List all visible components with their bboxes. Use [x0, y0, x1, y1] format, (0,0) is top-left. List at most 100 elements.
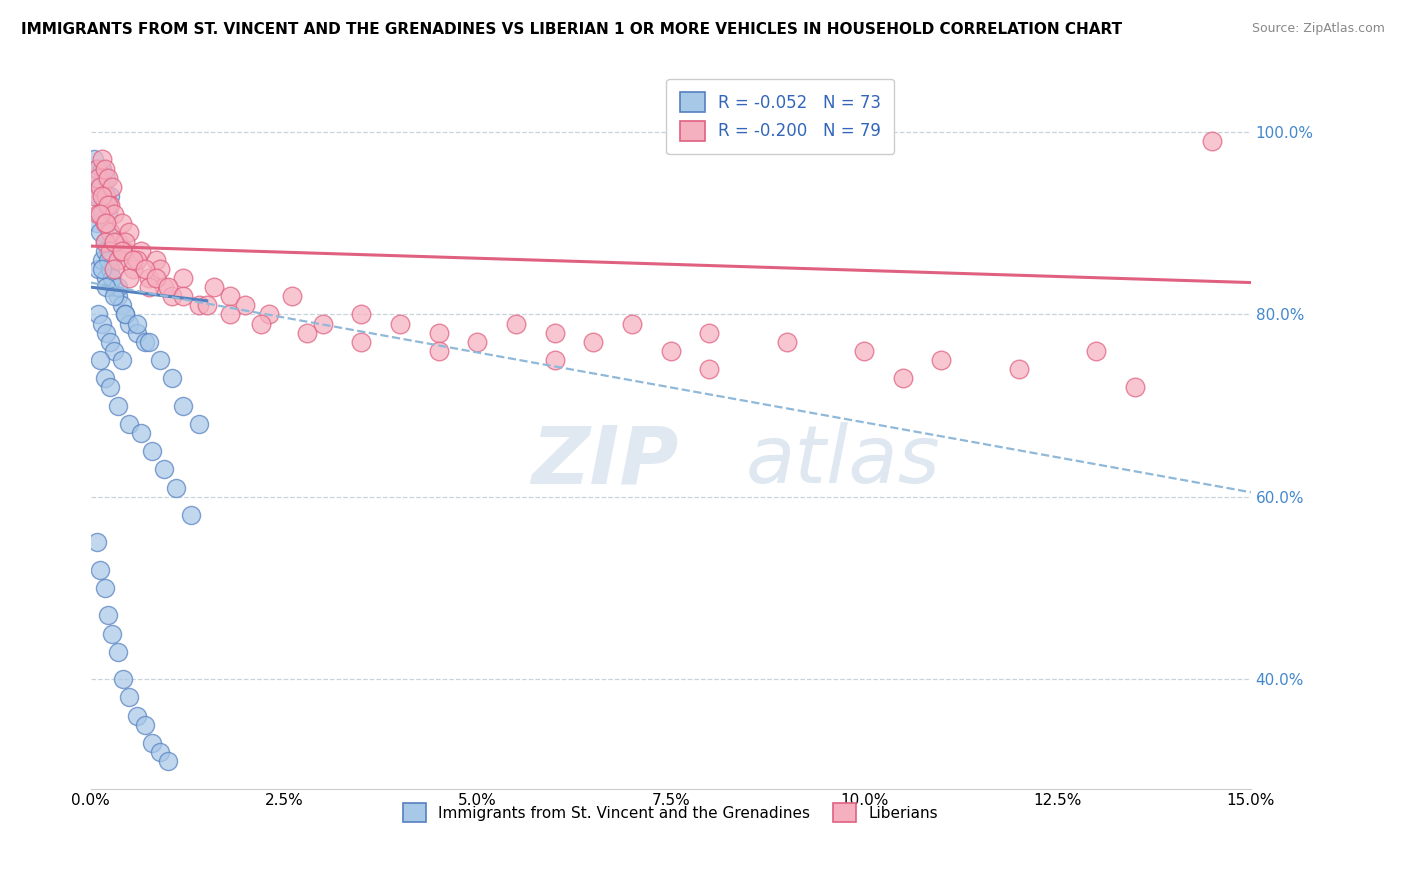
Point: [110, 353, 132, 368]
Point: [101, 271, 124, 285]
Point: [94, 170, 117, 185]
Point: [89, 226, 111, 240]
Point: [122, 261, 145, 276]
Point: [180, 508, 202, 522]
Point: [141, 444, 163, 458]
Point: [103, 289, 125, 303]
Point: [112, 672, 135, 686]
Point: [149, 745, 172, 759]
Point: [107, 280, 129, 294]
Point: [93, 371, 115, 385]
Point: [156, 280, 179, 294]
Point: [103, 261, 125, 276]
Point: [931, 353, 953, 368]
Point: [145, 271, 167, 285]
Point: [118, 271, 141, 285]
Point: [93, 161, 115, 176]
Point: [134, 334, 156, 349]
Point: [87, 207, 110, 221]
Point: [89, 179, 111, 194]
Point: [891, 371, 914, 385]
Point: [97, 198, 120, 212]
Point: [94, 326, 117, 340]
Point: [103, 343, 125, 358]
Point: [544, 353, 567, 368]
Point: [125, 708, 148, 723]
Point: [114, 308, 136, 322]
Point: [98, 261, 121, 276]
Point: [107, 252, 129, 267]
Point: [114, 308, 136, 322]
Point: [582, 334, 605, 349]
Point: [97, 608, 120, 623]
Point: [699, 362, 721, 376]
Point: [91, 261, 114, 276]
Point: [97, 252, 120, 267]
Point: [87, 170, 110, 185]
Point: [107, 289, 129, 303]
Point: [93, 235, 115, 249]
Point: [621, 317, 644, 331]
Point: [427, 343, 450, 358]
Point: [202, 280, 225, 294]
Point: [195, 298, 218, 312]
Point: [83, 189, 105, 203]
Point: [110, 244, 132, 258]
Point: [94, 271, 117, 285]
Point: [125, 317, 148, 331]
Point: [699, 326, 721, 340]
Point: [129, 425, 152, 440]
Point: [160, 289, 183, 303]
Point: [93, 244, 115, 258]
Point: [87, 170, 110, 185]
Text: ZIP: ZIP: [531, 423, 679, 500]
Point: [160, 371, 183, 385]
Point: [107, 399, 129, 413]
Point: [86, 535, 108, 549]
Point: [101, 179, 124, 194]
Point: [93, 235, 115, 249]
Point: [659, 343, 682, 358]
Point: [94, 280, 117, 294]
Point: [149, 353, 172, 368]
Point: [89, 179, 111, 194]
Point: [114, 244, 136, 258]
Point: [187, 417, 209, 431]
Text: IMMIGRANTS FROM ST. VINCENT AND THE GRENADINES VS LIBERIAN 1 OR MORE VEHICLES IN: IMMIGRANTS FROM ST. VINCENT AND THE GREN…: [21, 22, 1122, 37]
Point: [280, 289, 302, 303]
Point: [91, 161, 114, 176]
Point: [233, 298, 256, 312]
Point: [138, 271, 160, 285]
Point: [544, 326, 567, 340]
Text: atlas: atlas: [747, 423, 941, 500]
Point: [295, 326, 318, 340]
Point: [89, 207, 111, 221]
Point: [97, 244, 120, 258]
Point: [87, 308, 110, 322]
Point: [257, 308, 280, 322]
Point: [107, 235, 129, 249]
Point: [1123, 380, 1146, 394]
Point: [91, 153, 114, 167]
Point: [172, 271, 194, 285]
Point: [86, 216, 108, 230]
Point: [91, 252, 114, 267]
Legend: Immigrants from St. Vincent and the Grenadines, Liberians: Immigrants from St. Vincent and the Gren…: [391, 791, 950, 834]
Point: [311, 317, 333, 331]
Point: [91, 207, 114, 221]
Point: [87, 189, 110, 203]
Point: [118, 226, 141, 240]
Point: [118, 690, 141, 705]
Point: [93, 198, 115, 212]
Point: [165, 481, 187, 495]
Point: [153, 280, 176, 294]
Point: [1085, 343, 1108, 358]
Point: [110, 298, 132, 312]
Point: [83, 153, 105, 167]
Point: [101, 252, 124, 267]
Point: [138, 280, 160, 294]
Point: [138, 334, 160, 349]
Point: [388, 317, 411, 331]
Point: [93, 581, 115, 595]
Point: [149, 261, 172, 276]
